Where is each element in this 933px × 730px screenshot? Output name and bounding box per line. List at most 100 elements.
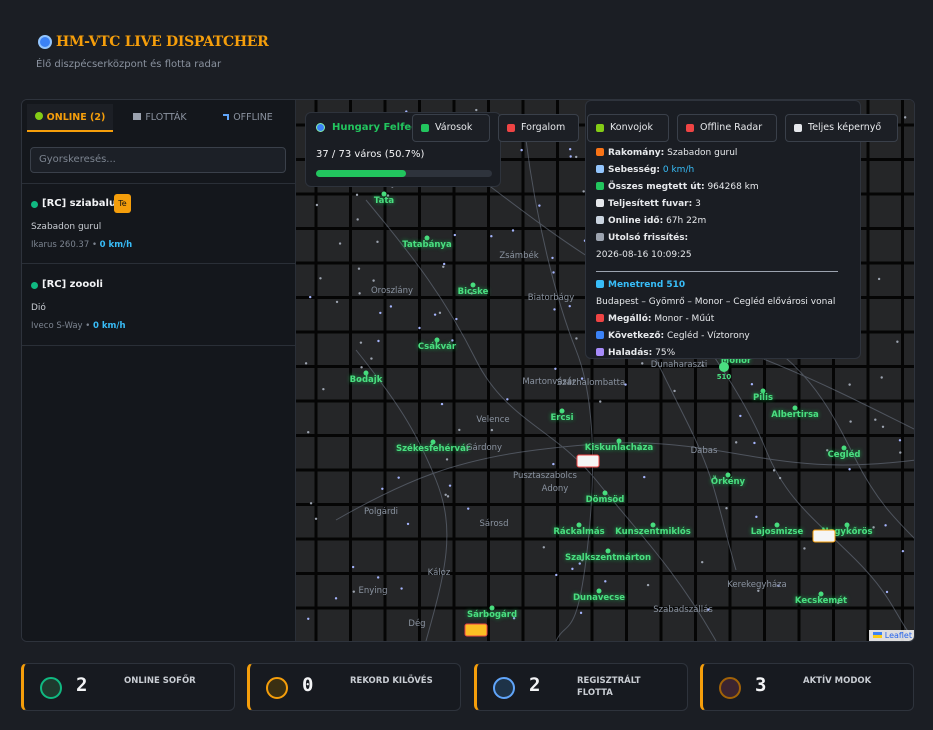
map-point — [433, 313, 437, 316]
map-point — [673, 389, 676, 393]
city-visited: Bicske — [458, 287, 489, 297]
driver-name: [RC] sziabalu — [42, 198, 117, 209]
map-point — [359, 341, 363, 344]
map-point — [753, 441, 756, 445]
map-point — [304, 362, 308, 365]
button-label: Offline Radar — [700, 122, 763, 133]
map-point — [319, 277, 322, 280]
map-point — [551, 256, 554, 260]
city-dot — [841, 445, 847, 451]
map-point — [755, 515, 758, 519]
map-point — [386, 194, 390, 197]
city-dot — [424, 235, 430, 241]
map-point — [376, 576, 380, 579]
map-point — [713, 476, 717, 479]
city-dot — [774, 522, 780, 528]
map-point — [360, 366, 363, 369]
map-point — [381, 487, 384, 491]
tab-offline[interactable]: OFFLINE — [205, 104, 291, 132]
map-point — [734, 441, 738, 444]
stat-card: 0 REKORD KILÖVÉS — [247, 663, 461, 711]
map-point — [554, 367, 557, 370]
map-button[interactable]: Városok — [412, 114, 490, 142]
map-point — [553, 308, 556, 311]
map-point — [757, 589, 760, 592]
city-visited: Szalkszentmárton — [565, 553, 651, 563]
route-desc: Budapest – Gyömrő – Monor – Cegléd elővá… — [596, 297, 836, 307]
map-point — [701, 364, 704, 367]
tab-label: ONLINE (2) — [46, 112, 106, 123]
online-dot — [31, 201, 38, 208]
vehicle-marker[interactable] — [812, 529, 836, 543]
map-point — [512, 617, 516, 620]
popup-row: Megálló: Monor - Műút — [596, 311, 850, 328]
city-dot — [559, 408, 565, 414]
button-label: Konvojok — [610, 122, 653, 133]
city-dot — [605, 548, 611, 554]
city-visited: Ercsi — [550, 413, 573, 423]
city-visited: Székesfehérvár — [396, 443, 471, 454]
map-point — [538, 204, 541, 207]
attribution[interactable]: Leaflet — [868, 630, 914, 641]
tab-fleets[interactable]: FLOTTÁK — [117, 104, 203, 132]
map-point — [475, 108, 478, 112]
icon — [596, 233, 604, 241]
row-value: 67h 22m — [666, 216, 707, 226]
map-button[interactable]: Offline Radar — [677, 114, 777, 142]
search-input[interactable]: Gyorskeresés... — [30, 147, 286, 173]
globe-icon — [316, 123, 325, 132]
city-visited: Dömsöd — [586, 495, 625, 505]
vehicles: 510 — [464, 362, 836, 637]
map-point — [322, 387, 325, 391]
city-other: Martonvásár — [522, 377, 576, 387]
icon — [596, 331, 604, 339]
tab-online[interactable]: ONLINE (2) — [27, 104, 113, 132]
map-point — [397, 476, 400, 479]
button-label: Teljes képernyő — [808, 122, 882, 133]
speed: 0 km/h — [99, 240, 133, 250]
map-point — [542, 546, 546, 549]
map[interactable]: Tata Tatabánya Bicske Csákvár Bodajk Székesfe… — [296, 100, 914, 641]
map-point — [569, 155, 572, 158]
map-point — [309, 502, 313, 505]
city-dot — [363, 370, 369, 376]
city-dot — [818, 591, 824, 597]
map-point — [903, 116, 907, 119]
map-point — [836, 601, 840, 605]
map-point — [901, 549, 905, 553]
vehicle-marker[interactable] — [464, 623, 488, 637]
stat-value: 2 — [529, 674, 541, 696]
map-point — [725, 507, 728, 510]
driver-card[interactable]: [RC] sziabalu Te Szabadon gurul Ikarus 2… — [22, 183, 296, 264]
stat-value: 0 — [302, 674, 314, 696]
tab-label: FLOTTÁK — [145, 112, 187, 123]
map-point — [379, 311, 382, 315]
map-point — [446, 495, 450, 498]
map-point — [458, 428, 461, 432]
map-button[interactable]: Konvojok — [587, 114, 669, 142]
vehicle-marker[interactable] — [576, 454, 600, 468]
map-button[interactable]: Teljes képernyő — [785, 114, 898, 142]
map-button[interactable]: Forgalom — [498, 114, 579, 142]
city-visited: Sárbogárd — [467, 610, 517, 620]
map-point — [372, 279, 375, 282]
city-dot — [381, 191, 387, 197]
city-dot — [725, 472, 731, 478]
row-label: Utolsó frissítés: — [608, 233, 689, 243]
map-point — [880, 376, 883, 379]
map-point — [604, 580, 607, 583]
driver-card[interactable]: [RC] zoooli Dió Iveco S-Way • 0 km/h — [22, 265, 296, 346]
map-point — [406, 522, 410, 526]
city-labels: Tata Tatabánya Bicske Csákvár Bodajk Székesfe… — [350, 191, 873, 629]
driver-status: Szabadon gurul — [31, 222, 102, 232]
bus-label: 510 — [717, 373, 732, 381]
map-point — [315, 203, 319, 207]
app-subtitle: Élő diszpécserközpont és flotta radar — [36, 59, 222, 70]
map-point — [848, 383, 851, 386]
city-dot — [430, 439, 436, 445]
city-dot — [650, 522, 656, 528]
city-dot — [596, 588, 602, 594]
row-value: 75% — [655, 348, 676, 358]
bus-marker[interactable] — [719, 362, 729, 372]
map-point — [898, 439, 902, 442]
